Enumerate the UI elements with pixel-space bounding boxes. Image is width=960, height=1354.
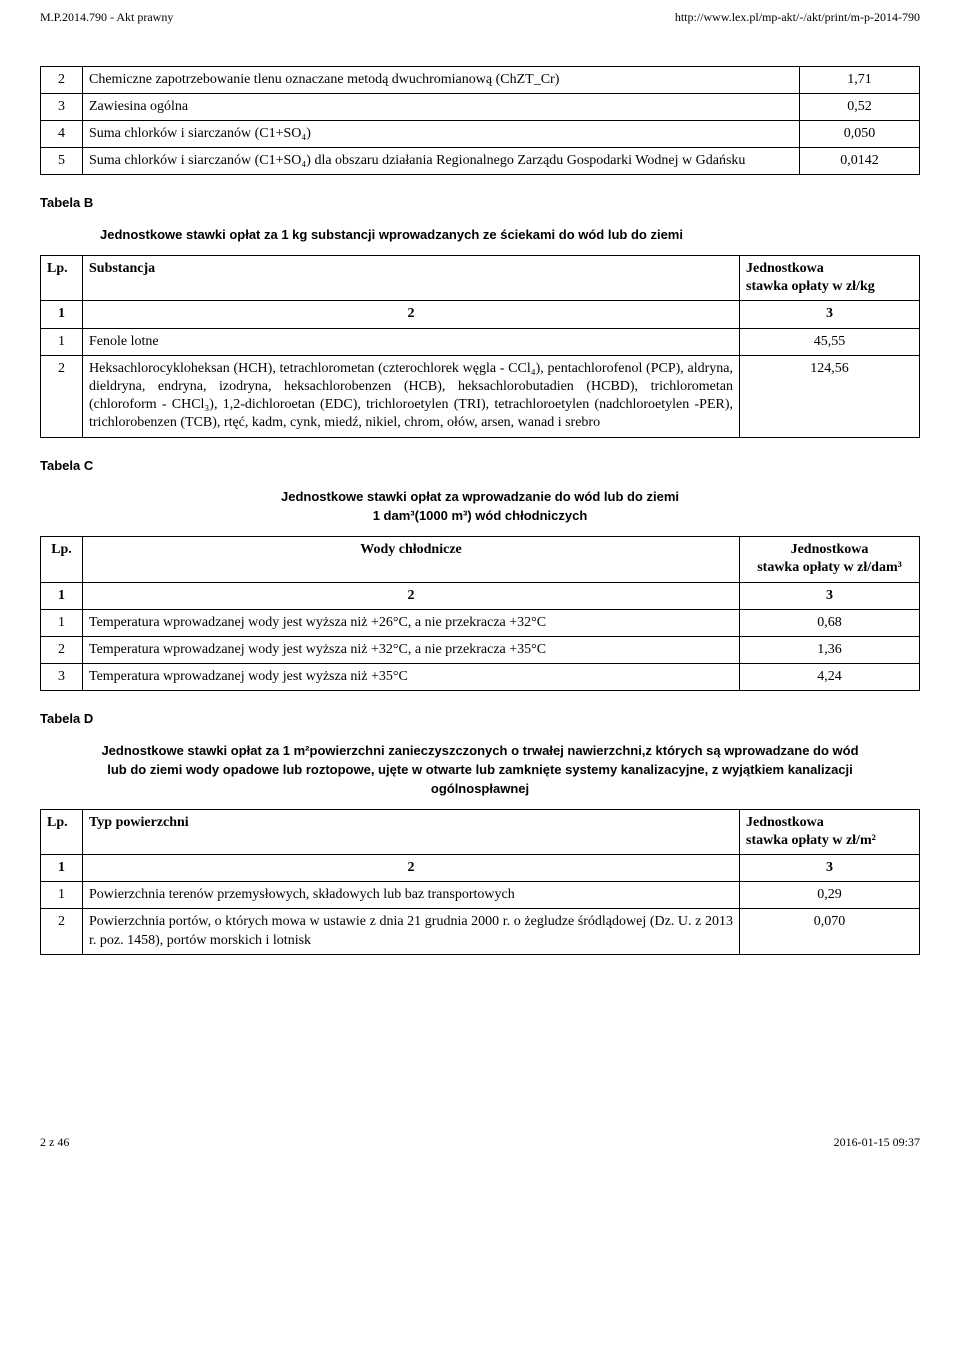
numrow-3: 3	[740, 582, 920, 609]
table-row: 1Powierzchnia terenów przemysłowych, skł…	[41, 882, 920, 909]
row-desc: Zawiesina ogólna	[83, 93, 800, 120]
numrow-1: 1	[41, 855, 83, 882]
row-desc: Temperatura wprowadzanej wody jest wyższ…	[83, 636, 740, 663]
row-value: 0,29	[740, 882, 920, 909]
row-value: 0,68	[740, 609, 920, 636]
tabela-b-label: Tabela B	[40, 195, 920, 212]
row-desc: Powierzchnia portów, o których mowa w us…	[83, 909, 740, 954]
row-desc: Heksachlorocykloheksan (HCH), tetrachlor…	[83, 355, 740, 437]
row-desc: Temperatura wprowadzanej wody jest wyższ…	[83, 609, 740, 636]
header-left: M.P.2014.790 - Akt prawny	[40, 10, 173, 26]
th-typ: Typ powierzchni	[83, 809, 740, 854]
row-lp: 5	[41, 148, 83, 175]
row-lp: 4	[41, 120, 83, 147]
table-row: 2Chemiczne zapotrzebowanie tlenu oznacza…	[41, 66, 920, 93]
row-lp: 2	[41, 909, 83, 954]
row-value: 124,56	[740, 355, 920, 437]
row-lp: 2	[41, 636, 83, 663]
numrow-2: 2	[83, 582, 740, 609]
row-lp: 1	[41, 328, 83, 355]
th-jednostkowa: Jednostkowa stawka opłaty w zł/dam³	[740, 537, 920, 582]
row-value: 45,55	[740, 328, 920, 355]
table-c-numrow: 1 2 3	[41, 582, 920, 609]
row-lp: 2	[41, 66, 83, 93]
row-value: 1,36	[740, 636, 920, 663]
table-row: 3Zawiesina ogólna0,52	[41, 93, 920, 120]
table-row: 2Heksachlorocykloheksan (HCH), tetrachlo…	[41, 355, 920, 437]
row-value: 0,52	[800, 93, 920, 120]
page-header: M.P.2014.790 - Akt prawny http://www.lex…	[40, 10, 920, 26]
table-c-head: Lp. Wody chłodnicze Jednostkowa stawka o…	[41, 537, 920, 582]
table-row: 2Temperatura wprowadzanej wody jest wyżs…	[41, 636, 920, 663]
th-lp: Lp.	[41, 537, 83, 582]
th-lp: Lp.	[41, 809, 83, 854]
page-footer: 2 z 46 2016-01-15 09:37	[40, 1135, 920, 1151]
table-row: 4Suma chlorków i siarczanów (C1+SO₄)0,05…	[41, 120, 920, 147]
table-b: Lp. Substancja Jednostkowa stawka opłaty…	[40, 255, 920, 438]
numrow-2: 2	[83, 855, 740, 882]
th-jednostkowa: Jednostkowa stawka opłaty w zł/kg	[740, 256, 920, 301]
table-b-numrow: 1 2 3	[41, 301, 920, 328]
row-desc: Temperatura wprowadzanej wody jest wyższ…	[83, 664, 740, 691]
row-desc: Suma chlorków i siarczanów (C1+SO₄) dla …	[83, 148, 800, 175]
row-desc: Suma chlorków i siarczanów (C1+SO₄)	[83, 120, 800, 147]
table-row: 2Powierzchnia portów, o których mowa w u…	[41, 909, 920, 954]
th-jednostkowa: Jednostkowa stawka opłaty w zł/m²	[740, 809, 920, 854]
row-lp: 3	[41, 93, 83, 120]
row-desc: Fenole lotne	[83, 328, 740, 355]
table-b-head: Lp. Substancja Jednostkowa stawka opłaty…	[41, 256, 920, 301]
table-d: Lp. Typ powierzchni Jednostkowa stawka o…	[40, 809, 920, 955]
row-lp: 3	[41, 664, 83, 691]
numrow-1: 1	[41, 301, 83, 328]
table-d-head: Lp. Typ powierzchni Jednostkowa stawka o…	[41, 809, 920, 854]
footer-right: 2016-01-15 09:37	[834, 1135, 920, 1151]
row-desc: Chemiczne zapotrzebowanie tlenu oznaczan…	[83, 66, 800, 93]
numrow-2: 2	[83, 301, 740, 328]
table-d-numrow: 1 2 3	[41, 855, 920, 882]
row-lp: 1	[41, 882, 83, 909]
row-value: 0,050	[800, 120, 920, 147]
tabela-c-label: Tabela C	[40, 458, 920, 475]
row-value: 0,070	[740, 909, 920, 954]
tabela-d-title: Jednostkowe stawki opłat za 1 m²powierzc…	[90, 742, 870, 799]
table-row: 1Fenole lotne45,55	[41, 328, 920, 355]
numrow-3: 3	[740, 855, 920, 882]
tabela-b-title: Jednostkowe stawki opłat za 1 kg substan…	[100, 226, 880, 245]
row-lp: 2	[41, 355, 83, 437]
table-c: Lp. Wody chłodnicze Jednostkowa stawka o…	[40, 536, 920, 691]
header-right: http://www.lex.pl/mp-akt/-/akt/print/m-p…	[675, 10, 920, 26]
row-desc: Powierzchnia terenów przemysłowych, skła…	[83, 882, 740, 909]
row-lp: 1	[41, 609, 83, 636]
table-row: 1Temperatura wprowadzanej wody jest wyżs…	[41, 609, 920, 636]
tabela-c-title: Jednostkowe stawki opłat za wprowadzanie…	[90, 488, 870, 526]
table-row: 3Temperatura wprowadzanej wody jest wyżs…	[41, 664, 920, 691]
numrow-3: 3	[740, 301, 920, 328]
footer-left: 2 z 46	[40, 1135, 69, 1151]
row-value: 1,71	[800, 66, 920, 93]
th-substancja: Substancja	[83, 256, 740, 301]
row-value: 4,24	[740, 664, 920, 691]
th-wody: Wody chłodnicze	[83, 537, 740, 582]
tabela-d-label: Tabela D	[40, 711, 920, 728]
table-row: 5Suma chlorków i siarczanów (C1+SO₄) dla…	[41, 148, 920, 175]
row-value: 0,0142	[800, 148, 920, 175]
table-a: 2Chemiczne zapotrzebowanie tlenu oznacza…	[40, 66, 920, 176]
th-lp: Lp.	[41, 256, 83, 301]
numrow-1: 1	[41, 582, 83, 609]
